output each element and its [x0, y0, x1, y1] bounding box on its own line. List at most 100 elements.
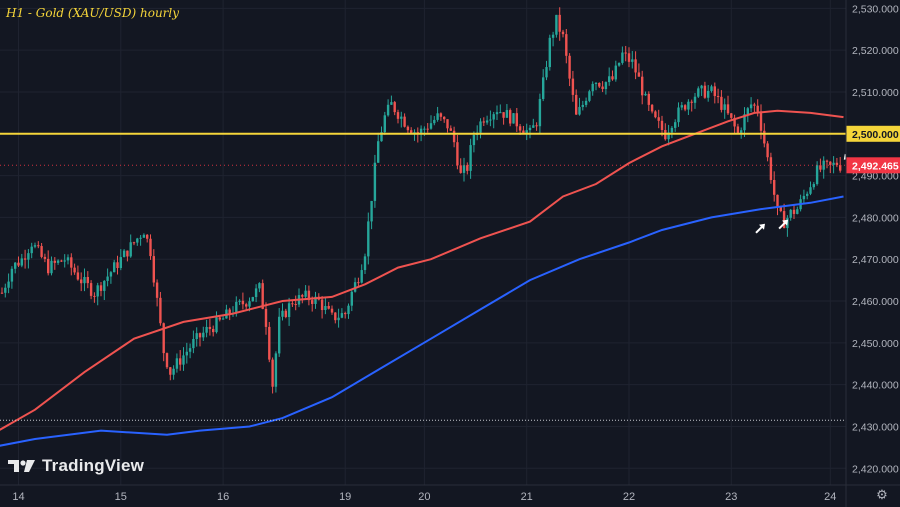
- candle: [532, 118, 535, 128]
- candle-body: [515, 113, 518, 127]
- candle: [23, 249, 27, 269]
- candle-body: [208, 326, 212, 329]
- candle-body: [330, 308, 334, 313]
- candle-body: [614, 65, 617, 80]
- candle-body: [142, 234, 146, 238]
- time-tick-label: 21: [521, 491, 533, 503]
- candle: [743, 107, 746, 138]
- candle: [70, 253, 73, 276]
- candle: [773, 171, 776, 202]
- candle: [89, 280, 93, 300]
- candle: [106, 268, 109, 287]
- gear-icon[interactable]: ⚙: [876, 487, 888, 502]
- candle: [0, 287, 4, 294]
- candle-body: [558, 14, 561, 32]
- candle: [152, 249, 155, 287]
- candle: [604, 81, 608, 95]
- candle: [330, 305, 334, 315]
- candle-body: [822, 160, 825, 170]
- candle-body: [284, 310, 287, 318]
- candle-body: [251, 297, 254, 302]
- candle-body: [43, 256, 47, 259]
- candle: [116, 255, 119, 275]
- arrow-head: [759, 223, 765, 230]
- candle-body: [782, 211, 786, 229]
- candle-body: [268, 326, 271, 360]
- candle: [27, 249, 30, 269]
- candle-body: [56, 260, 60, 263]
- candle-body: [14, 262, 17, 269]
- candle: [198, 332, 202, 347]
- candle-body: [713, 86, 716, 97]
- candle-body: [149, 238, 152, 257]
- candle: [304, 285, 307, 300]
- candle-body: [205, 326, 208, 333]
- candle-body: [525, 130, 528, 134]
- candle: [677, 102, 680, 127]
- candle: [485, 115, 489, 125]
- candle-body: [23, 258, 27, 260]
- candle: [413, 129, 416, 141]
- candle: [159, 291, 162, 326]
- candle: [512, 113, 515, 124]
- current-price-label-bg: [846, 157, 900, 174]
- candle-body: [340, 313, 344, 318]
- candle: [73, 263, 76, 275]
- candle: [132, 241, 136, 246]
- candle: [165, 352, 169, 369]
- ma-fast-line: [0, 109, 844, 431]
- candle: [136, 237, 139, 246]
- candle: [357, 277, 360, 287]
- candle: [370, 200, 373, 230]
- candle: [697, 86, 700, 99]
- candle-body: [235, 301, 238, 313]
- candle-body: [363, 256, 367, 271]
- candle: [340, 308, 344, 319]
- candle-body: [446, 119, 449, 129]
- candle-body: [271, 359, 274, 387]
- candle-body: [175, 358, 179, 369]
- candle-body: [598, 82, 601, 87]
- candle-body: [697, 88, 700, 97]
- candle-body: [347, 305, 350, 315]
- price-tick-label: 2,420.000: [852, 463, 899, 475]
- candle-body: [169, 367, 172, 375]
- candle-body: [47, 258, 50, 274]
- candle-body: [360, 270, 363, 283]
- candle: [103, 280, 106, 301]
- price-axis: 2,420.000 2,430.000 2,440.000 2,450.000 2,46…: [846, 0, 900, 507]
- candle-body: [740, 130, 743, 133]
- candle: [683, 104, 687, 112]
- candle-body: [832, 162, 835, 165]
- candle-body: [429, 123, 433, 129]
- price-tick-label: 2,530.000: [852, 3, 899, 15]
- candle-body: [215, 317, 218, 333]
- candle-body: [634, 59, 637, 73]
- candle: [733, 114, 736, 135]
- candle: [815, 161, 819, 186]
- candle-body: [654, 111, 657, 118]
- candle-body: [538, 98, 542, 127]
- candle: [466, 162, 469, 175]
- candle: [350, 289, 353, 312]
- candle-body: [512, 113, 515, 124]
- candle-body: [462, 165, 466, 173]
- candle: [14, 261, 17, 274]
- candle: [472, 131, 476, 153]
- candle-body: [80, 279, 83, 284]
- candle: [142, 233, 146, 238]
- candle-body: [60, 260, 63, 262]
- candle-body: [109, 272, 113, 277]
- resistance-price-label: 2,500.000: [852, 129, 899, 141]
- candle: [822, 156, 825, 179]
- candle-body: [221, 318, 225, 320]
- candle: [155, 279, 159, 307]
- candle-body: [839, 165, 842, 171]
- candle: [720, 90, 723, 113]
- candle-body: [30, 246, 33, 254]
- candle: [515, 107, 518, 132]
- candle: [109, 271, 113, 284]
- candle-body: [545, 67, 548, 78]
- candle-body: [400, 116, 403, 119]
